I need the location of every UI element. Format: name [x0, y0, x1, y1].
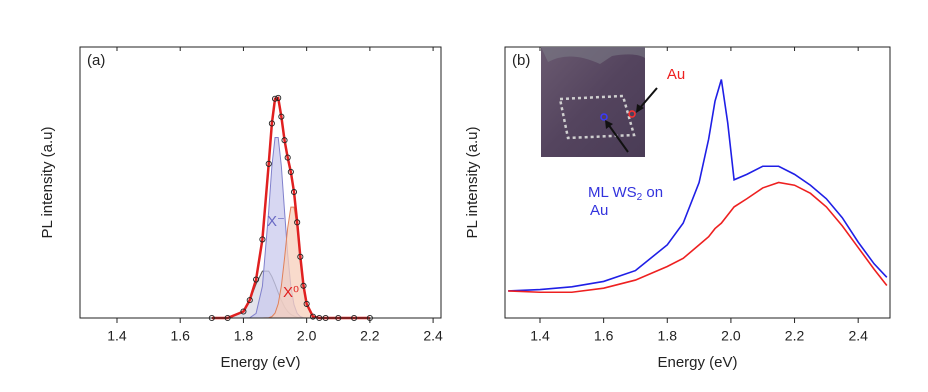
- arrow: [607, 123, 629, 153]
- data-point: [259, 236, 266, 243]
- inset-spot: [628, 110, 636, 118]
- x-tick-label: 2.4: [423, 328, 443, 344]
- data-point: [303, 300, 310, 307]
- inset-label: Au: [667, 66, 685, 83]
- data-point: [297, 253, 304, 260]
- data-point: [294, 219, 301, 226]
- inset-label: ML WS2 on: [588, 184, 663, 203]
- arrow-head: [636, 104, 644, 113]
- data-point: [268, 120, 275, 127]
- x-tick-label: 1.6: [170, 328, 190, 344]
- plot-frame: [504, 46, 891, 319]
- inset-flake: [541, 47, 645, 64]
- x-tick-label: 1.6: [594, 328, 614, 344]
- x-tick-label: 1.8: [658, 328, 678, 344]
- data-point: [300, 282, 307, 289]
- data-point: [240, 308, 247, 315]
- x-tick-label: 2.4: [848, 328, 868, 344]
- data-point: [309, 313, 317, 320]
- annotation: X⁰: [283, 284, 299, 301]
- inset-label: Au: [590, 202, 608, 219]
- x-tick-label: 2.2: [360, 328, 380, 344]
- y-axis-label: PL intensity (a.u): [39, 127, 56, 239]
- label-part: on: [642, 184, 663, 201]
- data-point: [281, 137, 288, 144]
- annotation: X⁻: [267, 213, 285, 230]
- data-point: [246, 297, 253, 304]
- arrow-head: [605, 120, 613, 129]
- data-point: [275, 94, 282, 101]
- x-tick-label: 2.0: [721, 328, 741, 344]
- x-axis-label: Energy (eV): [220, 354, 300, 371]
- label-part: ML WS: [588, 184, 637, 201]
- inset-outline: [558, 94, 636, 140]
- panel-label: (b): [512, 52, 530, 69]
- inset-photo: [541, 47, 645, 157]
- y-axis-label: PL intensity (a.u): [464, 127, 481, 239]
- data-point: [265, 160, 272, 167]
- x-tick-label: 1.4: [107, 328, 127, 344]
- inset-image: [541, 47, 658, 157]
- data-point: [284, 154, 291, 161]
- arrow: [638, 87, 658, 110]
- component-area: [211, 271, 370, 318]
- series-line: [508, 181, 888, 294]
- data-point: [290, 188, 298, 196]
- panel-label: (a): [87, 52, 105, 69]
- label-subscript: 2: [637, 192, 643, 203]
- series-line: [508, 79, 888, 292]
- x-tick-label: 2.0: [297, 328, 317, 344]
- data-point: [253, 276, 260, 283]
- data-point: [278, 113, 285, 120]
- x-tick-label: 2.2: [785, 328, 805, 344]
- inset-spot: [600, 113, 608, 121]
- x-tick-label: 1.8: [234, 328, 254, 344]
- data-point: [287, 168, 294, 175]
- component-area: [211, 207, 370, 318]
- plot-layer: 1.4 1.6 1.8 2.0 2.2 2.4 Energy (eV) PL intensit…: [39, 46, 891, 371]
- x-tick-label: 1.4: [530, 328, 550, 344]
- x-axis-label: Energy (eV): [657, 354, 737, 371]
- plot-frame: [79, 46, 442, 319]
- data-point: [271, 95, 279, 102]
